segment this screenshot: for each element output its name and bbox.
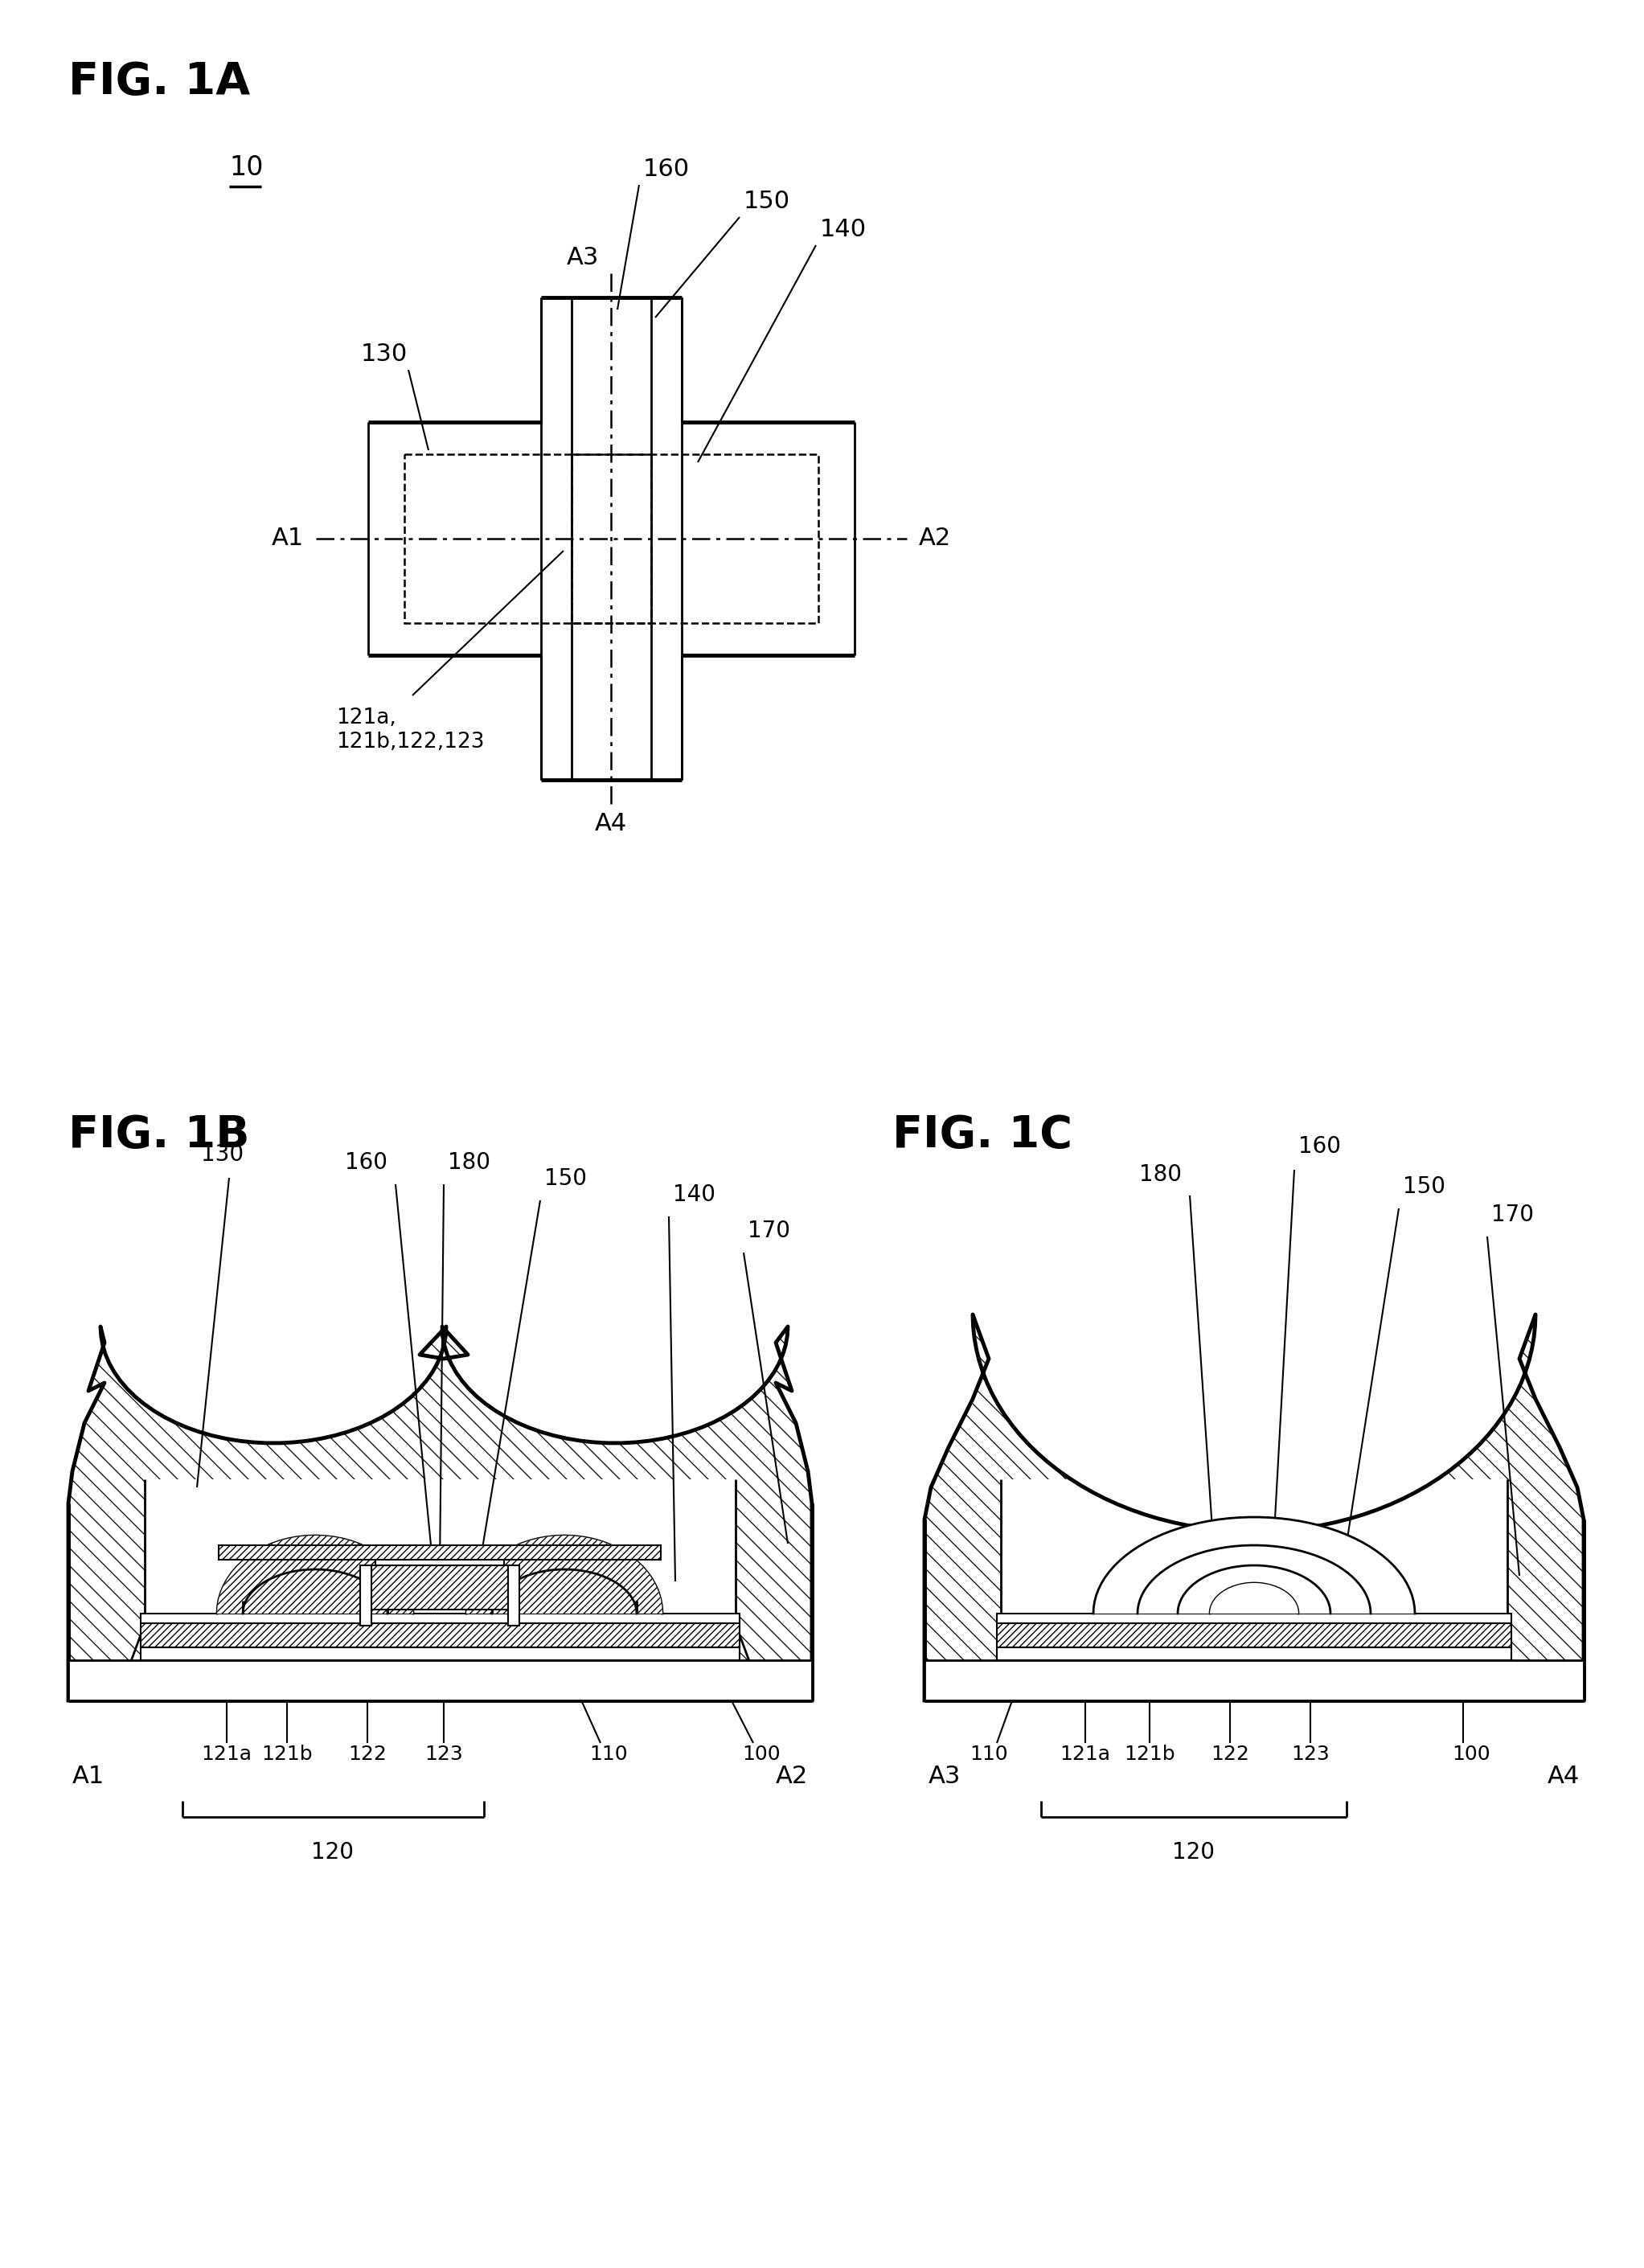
Polygon shape: [1138, 1545, 1371, 1613]
Text: 180: 180: [1139, 1163, 1182, 1186]
Bar: [69, 1660, 812, 1701]
Text: FIG. 1B: FIG. 1B: [69, 1114, 250, 1157]
Text: 170: 170: [748, 1220, 791, 1243]
Bar: [996, 1647, 1511, 1660]
Text: 121b: 121b: [1124, 1744, 1175, 1765]
Bar: [996, 1613, 1511, 1624]
Text: 122: 122: [1210, 1744, 1249, 1765]
Text: 130: 130: [201, 1143, 243, 1166]
Text: 150: 150: [743, 191, 791, 213]
Text: 121a,
121b,122,123: 121a, 121b,122,123: [335, 708, 485, 753]
Bar: [1001, 1479, 1508, 1701]
Bar: [572, 454, 651, 624]
Text: 100: 100: [741, 1744, 781, 1765]
Text: 160: 160: [345, 1152, 388, 1175]
Bar: [360, 1565, 372, 1626]
Text: 122: 122: [349, 1744, 386, 1765]
Text: 150: 150: [1402, 1175, 1445, 1198]
Text: 130: 130: [360, 342, 408, 365]
Text: A1: A1: [72, 1765, 105, 1787]
Bar: [219, 1545, 661, 1560]
Text: 140: 140: [820, 218, 866, 240]
Text: 150: 150: [544, 1168, 587, 1191]
Text: A4: A4: [1547, 1765, 1580, 1787]
Text: 123: 123: [1291, 1744, 1330, 1765]
Bar: [996, 1624, 1511, 1647]
Bar: [141, 1647, 740, 1660]
Polygon shape: [467, 1535, 663, 1613]
Text: 160: 160: [643, 156, 690, 181]
Polygon shape: [69, 1327, 812, 1701]
Bar: [924, 1660, 1583, 1701]
Text: 170: 170: [1491, 1204, 1534, 1227]
Text: 180: 180: [447, 1152, 490, 1175]
Text: 10: 10: [229, 154, 263, 181]
Text: 121b: 121b: [261, 1744, 312, 1765]
Bar: [404, 454, 819, 624]
Text: A3: A3: [567, 245, 598, 270]
Bar: [141, 1624, 740, 1647]
Text: 160: 160: [1299, 1136, 1342, 1157]
Text: A1: A1: [271, 526, 304, 551]
Polygon shape: [217, 1535, 413, 1613]
Text: 140: 140: [672, 1184, 715, 1207]
Text: A4: A4: [595, 812, 626, 835]
Text: 120: 120: [311, 1842, 353, 1864]
Bar: [375, 1549, 505, 1565]
Text: 121a: 121a: [201, 1744, 252, 1765]
Polygon shape: [924, 1315, 1583, 1701]
Text: FIG. 1A: FIG. 1A: [69, 61, 250, 104]
Text: 110: 110: [970, 1744, 1008, 1765]
Text: 100: 100: [1452, 1744, 1491, 1765]
Text: 121a: 121a: [1060, 1744, 1111, 1765]
Bar: [145, 1479, 735, 1660]
Text: A2: A2: [919, 526, 952, 551]
Text: 123: 123: [424, 1744, 464, 1765]
Text: FIG. 1C: FIG. 1C: [893, 1114, 1072, 1157]
Text: 110: 110: [590, 1744, 628, 1765]
Text: A3: A3: [929, 1765, 962, 1787]
Text: A2: A2: [776, 1765, 807, 1787]
Polygon shape: [1210, 1583, 1299, 1613]
Bar: [372, 1565, 508, 1610]
Text: 120: 120: [1172, 1842, 1215, 1864]
Bar: [141, 1613, 740, 1624]
Polygon shape: [1093, 1517, 1415, 1613]
Bar: [508, 1565, 520, 1626]
